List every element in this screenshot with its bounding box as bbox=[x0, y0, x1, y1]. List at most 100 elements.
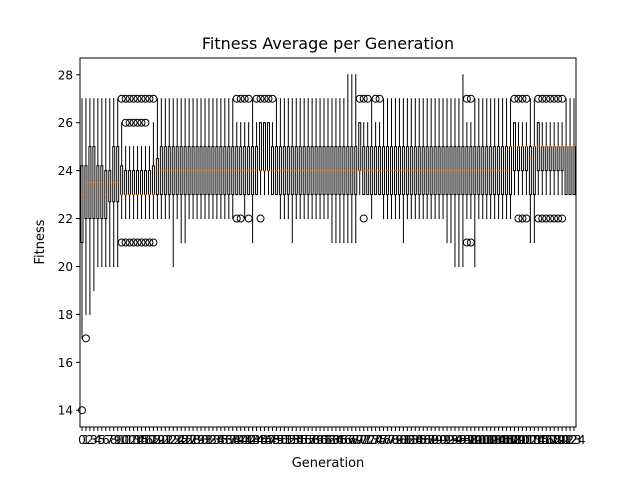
box-gen-22 bbox=[167, 98, 171, 220]
outlier-point bbox=[355, 94, 364, 103]
box-gen-79 bbox=[393, 98, 397, 220]
x-tick-label: 113 bbox=[519, 433, 542, 447]
outlier-point bbox=[129, 94, 138, 103]
outlier-point bbox=[554, 214, 563, 223]
x-tick-label: 12 bbox=[122, 433, 137, 447]
x-tick-label: 114 bbox=[523, 433, 546, 447]
x-tick-label: 68 bbox=[344, 433, 359, 447]
outlier-point bbox=[141, 94, 150, 103]
x-tick-label: 41 bbox=[237, 433, 252, 447]
x-tick-label: 120 bbox=[547, 433, 570, 447]
box-gen-63 bbox=[330, 98, 334, 243]
x-tick-label: 40 bbox=[233, 433, 248, 447]
box-gen-64 bbox=[334, 98, 338, 243]
x-tick-label: 17 bbox=[142, 433, 157, 447]
x-tick-label: 52 bbox=[281, 433, 296, 447]
outlier-point bbox=[240, 94, 249, 103]
box-gen-95 bbox=[457, 98, 461, 267]
box-gen-97 bbox=[462, 94, 471, 247]
outlier-point bbox=[256, 94, 265, 103]
x-tick-label: 109 bbox=[503, 433, 526, 447]
x-tick-label: 69 bbox=[348, 433, 363, 447]
x-tick-label: 31 bbox=[197, 433, 212, 447]
box-gen-43 bbox=[251, 98, 255, 243]
x-tick-label: 46 bbox=[257, 433, 272, 447]
box-gen-16 bbox=[141, 94, 150, 247]
box-gen-10 bbox=[117, 94, 126, 247]
outlier-point bbox=[510, 94, 519, 103]
outlier-point bbox=[359, 214, 368, 223]
x-tick-label: 119 bbox=[543, 433, 566, 447]
box-gen-96 bbox=[461, 74, 465, 267]
x-tick-label: 80 bbox=[392, 433, 407, 447]
outlier-point bbox=[141, 238, 150, 247]
box-iqr bbox=[108, 170, 112, 203]
x-tick-label: 79 bbox=[388, 433, 403, 447]
x-tick-label: 100 bbox=[467, 433, 490, 447]
outlier-point bbox=[550, 94, 559, 103]
x-tick-label: 87 bbox=[420, 433, 435, 447]
x-tick-label: 34 bbox=[209, 433, 224, 447]
x-tick-label: 86 bbox=[416, 433, 431, 447]
y-tick-label: 20 bbox=[58, 260, 73, 274]
box-gen-41 bbox=[240, 94, 249, 220]
x-tick-label: 75 bbox=[372, 433, 387, 447]
outlier-point bbox=[133, 118, 142, 127]
x-tick-label: 96 bbox=[455, 433, 470, 447]
box-gen-105 bbox=[497, 98, 501, 220]
x-tick-label: 64 bbox=[328, 433, 343, 447]
x-tick-label: 66 bbox=[336, 433, 351, 447]
x-tick-label: 78 bbox=[384, 433, 399, 447]
box-gen-46 bbox=[260, 94, 269, 196]
box-gen-75 bbox=[375, 94, 384, 196]
outlier-point bbox=[117, 94, 126, 103]
box-gen-84 bbox=[413, 98, 417, 220]
x-tick-label: 124 bbox=[563, 433, 586, 447]
outlier-point bbox=[462, 94, 471, 103]
box-gen-15 bbox=[137, 94, 146, 247]
box-gen-8 bbox=[112, 98, 116, 267]
box-gen-103 bbox=[489, 98, 493, 220]
outlier-point bbox=[542, 214, 551, 223]
box-gen-33 bbox=[211, 98, 215, 220]
box-gen-6 bbox=[104, 98, 108, 267]
x-tick-label: 70 bbox=[352, 433, 367, 447]
x-axis-label: Generation bbox=[292, 456, 365, 471]
x-tick-label: 2 bbox=[86, 433, 94, 447]
outlier-point bbox=[117, 238, 126, 247]
x-tick-label: 102 bbox=[475, 433, 498, 447]
box-iqr bbox=[112, 146, 116, 203]
box-gen-68 bbox=[350, 74, 354, 243]
y-axis-label: Fitness bbox=[33, 219, 48, 264]
box-gen-24 bbox=[175, 98, 179, 220]
box-gen-106 bbox=[501, 98, 505, 220]
x-tick-label: 101 bbox=[471, 433, 494, 447]
outlier-point bbox=[125, 118, 134, 127]
box-gen-76 bbox=[382, 98, 386, 220]
x-tick-label: 72 bbox=[360, 433, 375, 447]
x-tick-label: 27 bbox=[181, 433, 196, 447]
box-gen-74 bbox=[371, 94, 380, 196]
x-tick-label: 43 bbox=[245, 433, 260, 447]
outlier-point bbox=[232, 214, 241, 223]
outlier-point bbox=[141, 118, 150, 127]
box-gen-37 bbox=[227, 98, 231, 220]
x-tick-label: 48 bbox=[265, 433, 280, 447]
x-tick-label: 29 bbox=[189, 433, 204, 447]
box-gen-69 bbox=[354, 74, 358, 243]
box-gen-102 bbox=[485, 98, 489, 220]
box-gen-13 bbox=[129, 94, 138, 247]
x-tick-label: 55 bbox=[293, 433, 308, 447]
box-iqr bbox=[100, 165, 104, 220]
y-axis-ticks: 14 16 18 20 22 24 26 28 bbox=[58, 68, 80, 418]
box-gen-12 bbox=[125, 94, 134, 247]
x-tick-label: 121 bbox=[551, 433, 574, 447]
x-tick-label: 71 bbox=[356, 433, 371, 447]
box-gen-49 bbox=[274, 98, 278, 196]
outlier-point bbox=[129, 238, 138, 247]
x-tick-label: 107 bbox=[495, 433, 518, 447]
x-tick-label: 7 bbox=[106, 433, 114, 447]
box-gen-17 bbox=[145, 94, 154, 247]
x-tick-label: 37 bbox=[221, 433, 236, 447]
box-gen-118 bbox=[546, 94, 555, 223]
